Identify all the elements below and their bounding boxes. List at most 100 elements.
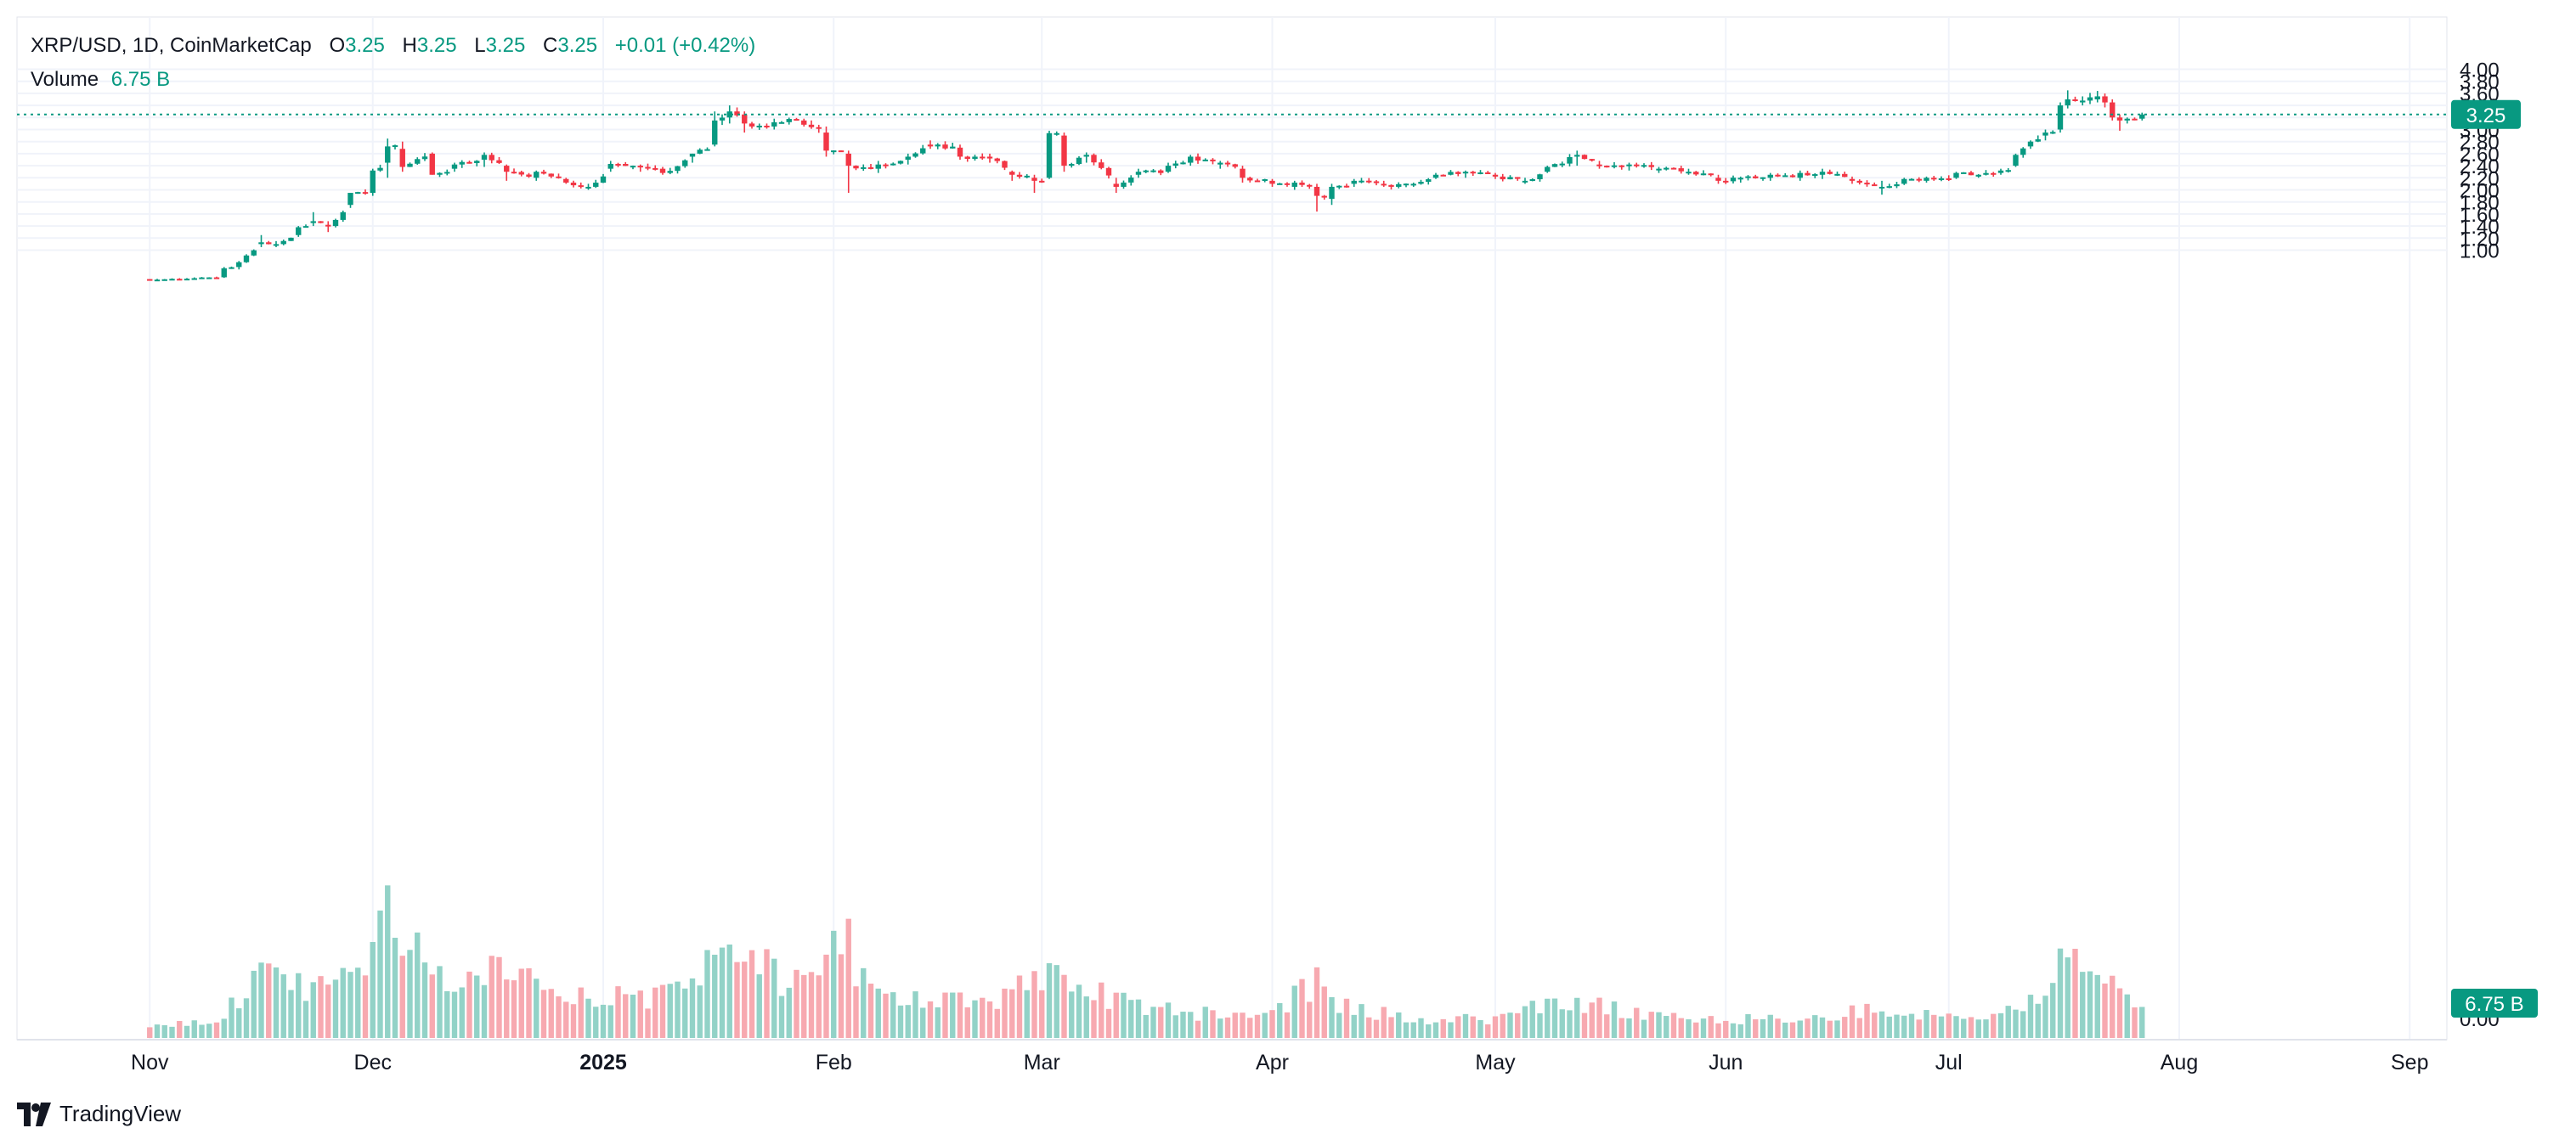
volume-bar (1031, 971, 1037, 1038)
candle-body (667, 171, 673, 173)
volume-bar (511, 980, 517, 1038)
volume-bar (243, 998, 250, 1038)
volume-bar (1529, 1001, 1535, 1038)
candle-body (1321, 195, 1327, 198)
tradingview-brand[interactable]: TradingView (17, 1101, 181, 1127)
candle-body (1172, 163, 1178, 166)
candle-body (332, 219, 339, 227)
candle-body (1908, 178, 1915, 181)
y-tick-label: 2.60 (2460, 144, 2500, 166)
candle-body (1046, 133, 1053, 178)
candle-body (2005, 170, 2011, 172)
volume-bar (972, 1000, 978, 1038)
volume-bar (1648, 1012, 1654, 1038)
volume-bar (1938, 1016, 1945, 1038)
volume-bar (1195, 1020, 1201, 1038)
volume-bar (1522, 1006, 1528, 1038)
volume-bar (2124, 994, 2130, 1038)
volume-bar (1396, 1012, 1402, 1038)
candle-body (1388, 184, 1394, 187)
volume-bar (169, 1026, 175, 1038)
volume-bar (1210, 1010, 1216, 1038)
candle-body (1693, 172, 1699, 175)
volume-bar (1418, 1018, 1424, 1038)
candle-body (1753, 176, 1759, 178)
volume-bar (2050, 983, 2056, 1038)
volume-bar (258, 962, 264, 1038)
volume-bar (548, 989, 554, 1038)
volume-bar (154, 1024, 161, 1038)
candle-body (1805, 172, 1811, 176)
volume-bar (1805, 1018, 1811, 1038)
candle-body (1477, 172, 1483, 175)
volume-bar (1678, 1018, 1684, 1038)
volume-bar (370, 942, 376, 1038)
volume-bar (861, 967, 867, 1038)
candle-body (229, 267, 234, 269)
candle-body (1240, 168, 1246, 178)
volume-bar (251, 970, 257, 1038)
candle-body (1158, 170, 1164, 173)
candle-body (2124, 118, 2130, 121)
candle-body (1953, 172, 1959, 178)
volume-bar (2005, 1006, 2011, 1038)
candle-body (957, 147, 963, 157)
volume-bar (1061, 974, 1067, 1038)
candle-body (1009, 172, 1015, 175)
volume-bar (377, 910, 383, 1038)
candle-body (451, 164, 458, 169)
candle-body (890, 163, 896, 166)
volume-bar (362, 975, 369, 1038)
candle-body (593, 183, 599, 187)
candle-body (794, 119, 799, 121)
x-tick-label: Mar (1024, 1051, 1060, 1074)
volume-bar (1581, 1012, 1588, 1038)
volume-bar (1150, 1007, 1156, 1038)
candle-body (630, 166, 636, 168)
candle-body (273, 244, 280, 246)
candle-body (1715, 178, 1721, 181)
candle-body (704, 149, 710, 151)
volume-bar (1901, 1015, 1907, 1038)
candle-body (2102, 96, 2108, 103)
volume-bar (1908, 1013, 1915, 1038)
volume-bar (1872, 1012, 1878, 1038)
candle-body (2013, 155, 2019, 166)
last-volume-badge (2451, 989, 2538, 1018)
volume-bar (697, 985, 703, 1038)
volume-bar (778, 996, 785, 1038)
candle-body (682, 160, 688, 166)
candle-body (1567, 156, 1573, 164)
candle-body (1782, 175, 1788, 178)
candle-body (1946, 178, 1952, 180)
volume-bar (1753, 1019, 1759, 1038)
volume-bar (1217, 1018, 1223, 1038)
volume-bar (1343, 998, 1350, 1038)
volume-bar (563, 1001, 569, 1038)
volume-bar (1886, 1016, 1892, 1038)
candle-body (1500, 176, 1505, 180)
volume-bar (318, 976, 324, 1038)
volume-bar (2035, 1003, 2041, 1038)
candle-body (726, 111, 732, 118)
candle-body (251, 250, 257, 256)
candle-body (540, 172, 547, 174)
candle-body (1202, 159, 1208, 161)
x-tick-label: 2025 (579, 1051, 627, 1074)
candle-body (526, 174, 532, 177)
volume-bar (1797, 1020, 1803, 1038)
volume-bar (1559, 1009, 1565, 1038)
candle-body (675, 166, 681, 172)
candle-body (1359, 180, 1364, 183)
candle-body (615, 163, 621, 166)
volume-bar (794, 969, 799, 1038)
candle-body (266, 242, 272, 245)
candle-body (1024, 175, 1030, 178)
volume-bar (1432, 1022, 1439, 1038)
volume-bar (927, 1001, 934, 1038)
candle-body (1083, 155, 1089, 157)
candle-body (2116, 117, 2123, 121)
volume-bar (1403, 1022, 1409, 1038)
